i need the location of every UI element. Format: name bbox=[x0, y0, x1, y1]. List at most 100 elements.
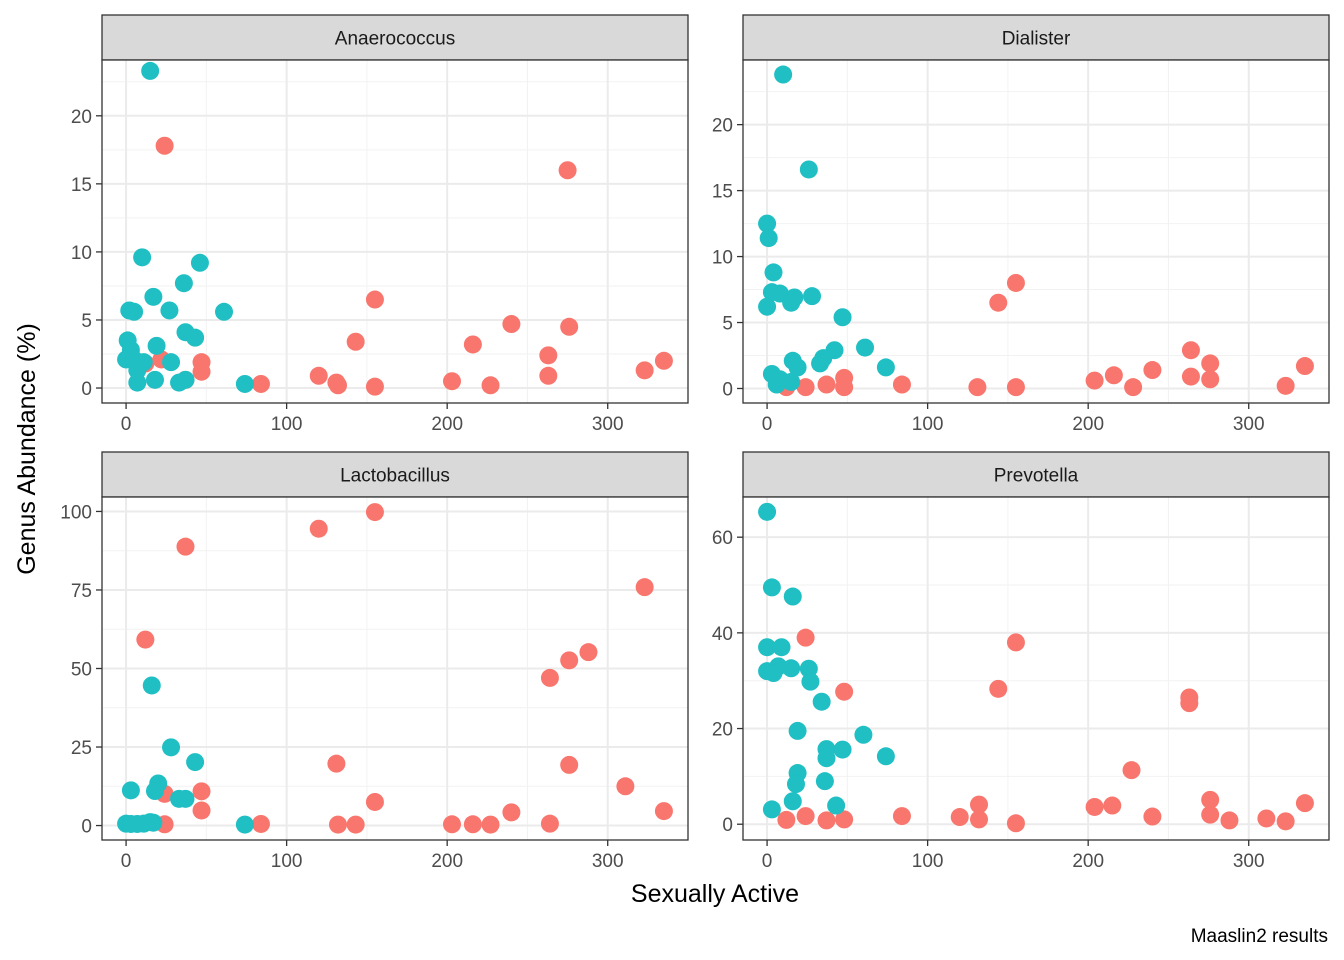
data-point bbox=[968, 378, 987, 397]
data-point bbox=[892, 375, 911, 394]
data-point bbox=[540, 668, 559, 687]
data-point bbox=[950, 808, 969, 827]
y-tick-label: 40 bbox=[712, 624, 733, 645]
data-point bbox=[1201, 790, 1220, 809]
data-point bbox=[835, 810, 854, 829]
data-point bbox=[788, 721, 807, 740]
y-tick-label: 10 bbox=[71, 243, 92, 264]
data-point bbox=[329, 815, 348, 834]
x-tick-label: 0 bbox=[762, 414, 773, 435]
y-tick-label: 0 bbox=[81, 817, 92, 838]
data-point bbox=[817, 749, 836, 768]
facet-strip bbox=[742, 451, 1330, 498]
data-point bbox=[1143, 361, 1162, 380]
data-point bbox=[1276, 812, 1295, 831]
x-tick-label: 200 bbox=[1072, 414, 1104, 435]
data-point bbox=[758, 214, 777, 233]
data-point bbox=[835, 682, 854, 701]
data-point bbox=[1006, 273, 1025, 292]
y-tick-label: 75 bbox=[71, 581, 92, 602]
data-point bbox=[803, 287, 822, 306]
data-point bbox=[329, 376, 348, 395]
facet-strip-label: Lactobacillus bbox=[340, 466, 450, 487]
data-point bbox=[815, 772, 834, 791]
data-point bbox=[133, 248, 152, 267]
x-axis-title: Sexually Active bbox=[631, 880, 799, 908]
data-point bbox=[147, 336, 166, 355]
y-tick-label: 0 bbox=[81, 379, 92, 400]
x-tick-label: 100 bbox=[912, 414, 944, 435]
data-point bbox=[1181, 367, 1200, 386]
x-tick-label: 100 bbox=[271, 851, 303, 872]
data-point bbox=[192, 801, 211, 820]
data-point bbox=[539, 366, 558, 385]
data-point bbox=[481, 815, 500, 834]
data-point bbox=[145, 782, 164, 800]
y-tick-label: 15 bbox=[712, 182, 733, 203]
data-point bbox=[579, 643, 598, 662]
plot-panel bbox=[102, 60, 688, 403]
facet-strip bbox=[101, 14, 689, 61]
data-point bbox=[1220, 811, 1239, 830]
panel-border bbox=[742, 496, 1330, 841]
data-point bbox=[767, 375, 786, 394]
data-point bbox=[762, 800, 781, 819]
plot-panel bbox=[743, 497, 1329, 840]
data-point bbox=[654, 351, 673, 370]
data-point bbox=[192, 362, 211, 381]
y-tick-label: 20 bbox=[71, 107, 92, 128]
data-point bbox=[346, 332, 365, 351]
data-point bbox=[1085, 371, 1104, 390]
data-point bbox=[186, 328, 205, 347]
data-point bbox=[365, 290, 384, 309]
data-point bbox=[1295, 794, 1314, 813]
data-point bbox=[327, 754, 346, 773]
facet-strip-label: Prevotella bbox=[994, 466, 1079, 487]
data-point bbox=[251, 374, 270, 393]
data-point bbox=[1201, 354, 1220, 373]
data-point bbox=[136, 630, 155, 649]
data-point bbox=[817, 811, 836, 830]
x-tick-label: 200 bbox=[1072, 851, 1104, 872]
data-point bbox=[1103, 796, 1122, 815]
data-point bbox=[635, 361, 654, 380]
data-point bbox=[162, 353, 181, 372]
data-point bbox=[783, 587, 802, 606]
data-point bbox=[783, 792, 802, 811]
data-point bbox=[125, 302, 144, 321]
data-point bbox=[145, 370, 164, 389]
data-point bbox=[970, 795, 989, 814]
data-point bbox=[309, 366, 328, 385]
data-point bbox=[144, 813, 163, 832]
data-point bbox=[1006, 378, 1025, 397]
x-tick-label: 300 bbox=[592, 414, 624, 435]
data-point bbox=[144, 287, 163, 306]
data-point bbox=[463, 335, 482, 354]
data-point bbox=[192, 782, 211, 801]
data-point bbox=[1201, 805, 1220, 824]
data-point bbox=[560, 317, 579, 336]
data-point bbox=[176, 789, 195, 808]
x-tick-label: 300 bbox=[592, 851, 624, 872]
data-point bbox=[989, 293, 1008, 312]
data-point bbox=[560, 651, 579, 670]
y-tick-label: 20 bbox=[712, 116, 733, 137]
data-point bbox=[833, 308, 852, 327]
data-point bbox=[1085, 797, 1104, 816]
data-point bbox=[1006, 633, 1025, 652]
data-point bbox=[772, 638, 791, 657]
x-tick-label: 100 bbox=[912, 851, 944, 872]
data-point bbox=[558, 161, 577, 180]
data-point bbox=[796, 807, 815, 826]
data-point bbox=[128, 373, 147, 392]
data-point bbox=[970, 810, 989, 829]
facet-strip-label: Anaerococcus bbox=[335, 29, 455, 50]
data-point bbox=[560, 755, 579, 774]
data-point bbox=[170, 373, 189, 392]
facet-lactobacillus: Lactobacillus 0 100 200 300 0 25 50 75 100 bbox=[60, 451, 689, 872]
data-point bbox=[235, 815, 254, 834]
data-point bbox=[502, 315, 521, 334]
data-point bbox=[833, 740, 852, 759]
data-point bbox=[1201, 370, 1220, 389]
